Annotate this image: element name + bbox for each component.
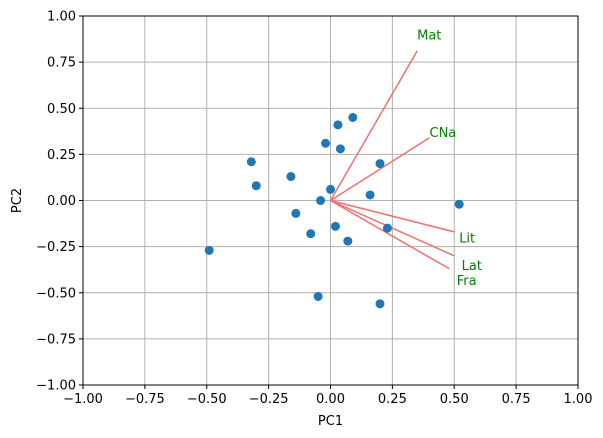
data-point — [330, 221, 340, 231]
data-point — [382, 223, 392, 233]
y-tick-label: −0.25 — [36, 240, 76, 255]
vector-line-fra — [330, 199, 450, 270]
y-tick-label: 0.00 — [47, 194, 76, 209]
y-tick-label: 0.75 — [47, 56, 76, 71]
vector-line-mat — [329, 50, 418, 201]
vector-line-lit — [330, 199, 455, 233]
vector-label-fra: Fra — [457, 274, 477, 289]
data-point — [335, 144, 345, 154]
data-point — [333, 120, 343, 130]
data-point — [454, 199, 464, 209]
x-tick-label: −0.50 — [187, 392, 227, 407]
vector-label-lit: Lit — [459, 231, 475, 246]
data-point — [348, 112, 358, 122]
vector-line-cna — [330, 137, 430, 202]
data-point — [365, 190, 375, 200]
y-tick-label: 0.25 — [47, 148, 76, 163]
data-point — [375, 299, 385, 309]
x-tick-label: 1.00 — [564, 392, 593, 407]
x-tick-label: −0.25 — [249, 392, 289, 407]
y-tick-label: −1.00 — [36, 379, 76, 394]
score-points — [204, 112, 464, 309]
data-point — [343, 236, 353, 246]
vector-line-lat — [330, 199, 455, 257]
y-axis-ticks: −1.00 −0.75 −0.50 −0.25 0.00 0.25 0.50 0.75 1.00 — [36, 10, 83, 394]
data-point — [321, 138, 331, 148]
vector-label-mat: Mat — [417, 28, 441, 43]
data-point — [375, 159, 385, 169]
y-tick-label: 0.50 — [47, 102, 76, 117]
y-tick-label: −0.50 — [36, 286, 76, 301]
x-tick-label: 0.50 — [440, 392, 469, 407]
y-axis-label: PC2 — [10, 188, 25, 213]
vector-label-lat: Lat — [462, 259, 482, 274]
x-tick-label: 0.25 — [378, 392, 407, 407]
vector-label-cna: CNa — [430, 126, 457, 141]
x-tick-label: −1.00 — [63, 392, 103, 407]
x-tick-label: 0.00 — [316, 392, 345, 407]
y-tick-label: −0.75 — [36, 332, 76, 347]
x-tick-label: 0.75 — [502, 392, 531, 407]
data-point — [306, 229, 316, 239]
data-point — [316, 196, 326, 205]
data-point — [246, 157, 256, 167]
data-point — [313, 291, 323, 301]
data-point — [204, 245, 214, 255]
data-point — [251, 181, 261, 191]
x-axis-ticks: −1.00 −0.75 −0.50 −0.25 0.00 0.25 0.50 0.75 1.00 — [63, 385, 592, 407]
x-axis-label: PC1 — [318, 414, 343, 429]
y-tick-label: 1.00 — [47, 10, 76, 25]
data-point — [286, 172, 296, 182]
data-point — [326, 184, 335, 194]
x-tick-label: −0.75 — [125, 392, 165, 407]
data-point — [291, 208, 301, 218]
